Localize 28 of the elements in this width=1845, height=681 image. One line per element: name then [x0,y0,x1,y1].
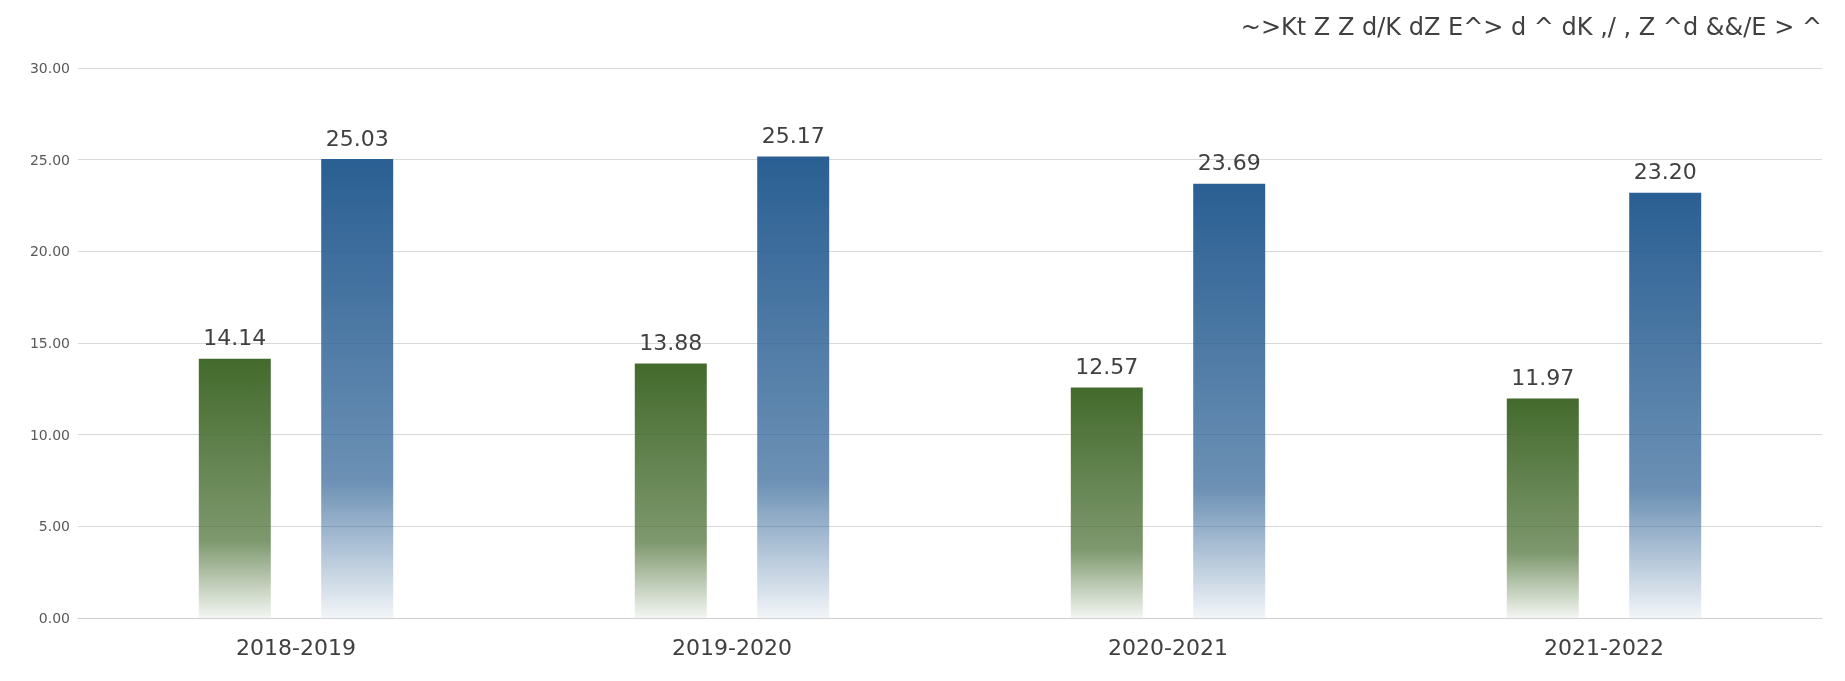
x-tick-label: 2020-2021 [1108,634,1228,660]
y-tick-label: 15.00 [29,335,70,351]
x-tick-label: 2018-2019 [236,634,356,660]
data-label: 11.97 [1511,365,1575,391]
y-tick-label: 20.00 [29,243,70,260]
y-tick-label: 25.00 [29,151,70,168]
x-tick-label: 2019-2020 [672,634,792,660]
bar [198,358,271,618]
bar [1193,183,1266,618]
data-label: 12.57 [1075,354,1139,380]
data-label: 14.14 [203,325,267,351]
data-label: 23.69 [1197,150,1261,176]
data-label: 23.20 [1633,159,1697,185]
bar [1070,387,1143,618]
bar [757,156,830,618]
y-tick-label: 30.00 [29,60,70,76]
bar [1629,192,1702,618]
y-tick-label: 0.00 [38,610,70,626]
chart-title: ~>Kt Z Z d/K dZ E^> d ^ dK ,/ , Z ^d &&/E > ^ [1240,13,1823,41]
data-label: 13.88 [639,330,703,356]
y-tick-label: 10.00 [29,426,70,443]
x-tick-label: 2021-2022 [1544,634,1664,660]
bar [1506,398,1579,618]
data-label: 25.17 [761,123,825,149]
bar [634,363,707,618]
data-label: 25.03 [325,125,389,151]
y-tick-label: 5.00 [38,518,70,535]
bar [321,159,394,618]
